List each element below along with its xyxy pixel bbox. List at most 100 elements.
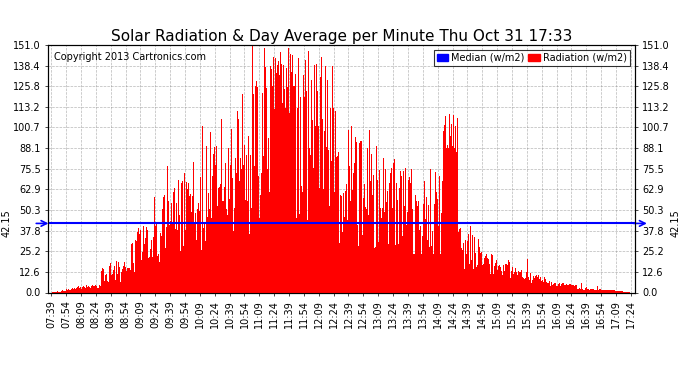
Bar bbox=[562, 283, 563, 292]
Bar bbox=[333, 108, 334, 292]
Bar bbox=[255, 86, 256, 292]
Bar bbox=[439, 176, 440, 292]
Bar bbox=[568, 285, 569, 292]
Bar bbox=[293, 86, 295, 292]
Bar bbox=[554, 283, 555, 292]
Bar bbox=[257, 87, 258, 292]
Bar bbox=[468, 234, 469, 292]
Bar bbox=[158, 254, 159, 292]
Bar bbox=[320, 77, 322, 292]
Bar bbox=[426, 197, 427, 292]
Bar bbox=[243, 165, 244, 292]
Bar bbox=[246, 155, 247, 292]
Bar bbox=[126, 271, 127, 292]
Bar bbox=[145, 238, 146, 292]
Bar bbox=[297, 108, 299, 292]
Bar bbox=[140, 230, 141, 292]
Bar bbox=[540, 277, 541, 292]
Bar bbox=[258, 176, 259, 292]
Bar bbox=[461, 248, 462, 292]
Legend: Median (w/m2), Radiation (w/m2): Median (w/m2), Radiation (w/m2) bbox=[434, 50, 630, 66]
Bar bbox=[583, 290, 584, 292]
Bar bbox=[188, 183, 190, 292]
Bar bbox=[363, 198, 364, 292]
Bar bbox=[457, 118, 458, 292]
Bar bbox=[226, 209, 227, 292]
Bar bbox=[379, 170, 380, 292]
Bar bbox=[331, 161, 332, 292]
Bar bbox=[435, 172, 436, 292]
Bar bbox=[128, 268, 129, 292]
Bar bbox=[622, 291, 624, 292]
Bar bbox=[470, 226, 471, 292]
Bar bbox=[604, 290, 606, 292]
Bar bbox=[165, 248, 166, 292]
Bar bbox=[238, 118, 239, 292]
Bar bbox=[299, 214, 300, 292]
Bar bbox=[325, 66, 326, 292]
Bar bbox=[77, 286, 79, 292]
Bar bbox=[266, 88, 267, 292]
Bar bbox=[351, 126, 352, 292]
Bar bbox=[431, 246, 432, 292]
Bar bbox=[584, 288, 586, 292]
Bar bbox=[264, 48, 265, 292]
Bar bbox=[251, 207, 252, 292]
Bar bbox=[420, 226, 422, 292]
Bar bbox=[261, 173, 262, 292]
Bar bbox=[533, 276, 534, 292]
Bar bbox=[232, 178, 233, 292]
Bar bbox=[376, 146, 377, 292]
Bar bbox=[240, 158, 241, 292]
Bar bbox=[404, 206, 406, 292]
Bar bbox=[221, 119, 222, 292]
Bar bbox=[573, 285, 574, 292]
Bar bbox=[228, 148, 229, 292]
Bar bbox=[382, 208, 383, 292]
Bar bbox=[600, 290, 602, 292]
Bar bbox=[356, 142, 357, 292]
Bar bbox=[227, 215, 228, 292]
Bar bbox=[151, 240, 152, 292]
Bar bbox=[57, 291, 58, 292]
Bar bbox=[179, 251, 181, 292]
Bar bbox=[584, 290, 585, 292]
Text: 42.15: 42.15 bbox=[670, 210, 680, 237]
Bar bbox=[555, 284, 556, 292]
Bar bbox=[566, 284, 567, 292]
Bar bbox=[164, 195, 165, 292]
Bar bbox=[564, 285, 565, 292]
Bar bbox=[118, 262, 119, 292]
Bar bbox=[84, 287, 86, 292]
Bar bbox=[411, 170, 413, 292]
Bar bbox=[545, 279, 546, 292]
Bar bbox=[455, 126, 456, 292]
Bar bbox=[409, 177, 411, 292]
Bar bbox=[448, 148, 449, 292]
Bar bbox=[100, 286, 101, 292]
Bar bbox=[484, 256, 486, 292]
Bar bbox=[67, 290, 68, 292]
Bar bbox=[213, 154, 215, 292]
Bar bbox=[549, 281, 550, 292]
Bar bbox=[237, 111, 238, 292]
Bar bbox=[284, 108, 286, 292]
Bar bbox=[474, 237, 475, 292]
Bar bbox=[219, 187, 220, 292]
Bar bbox=[556, 286, 557, 292]
Bar bbox=[459, 229, 460, 292]
Bar bbox=[132, 243, 133, 292]
Bar bbox=[249, 234, 250, 292]
Bar bbox=[408, 180, 409, 292]
Bar bbox=[362, 235, 363, 292]
Bar bbox=[191, 212, 193, 292]
Bar bbox=[275, 58, 276, 292]
Bar bbox=[444, 125, 445, 292]
Bar bbox=[134, 272, 135, 292]
Bar bbox=[525, 278, 526, 292]
Bar bbox=[560, 286, 561, 292]
Bar bbox=[277, 61, 279, 292]
Bar bbox=[295, 74, 297, 292]
Bar bbox=[112, 274, 113, 292]
Bar bbox=[553, 284, 554, 292]
